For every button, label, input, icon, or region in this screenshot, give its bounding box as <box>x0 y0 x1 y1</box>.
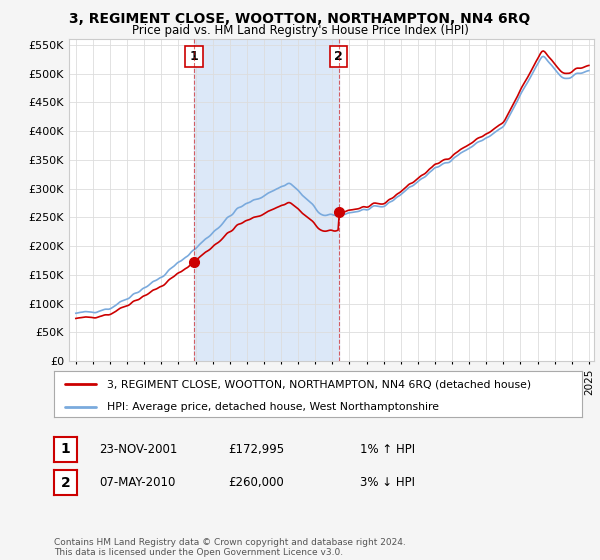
Text: Contains HM Land Registry data © Crown copyright and database right 2024.
This d: Contains HM Land Registry data © Crown c… <box>54 538 406 557</box>
Text: 23-NOV-2001: 23-NOV-2001 <box>99 442 178 456</box>
Text: 3, REGIMENT CLOSE, WOOTTON, NORTHAMPTON, NN4 6RQ: 3, REGIMENT CLOSE, WOOTTON, NORTHAMPTON,… <box>70 12 530 26</box>
Text: 2: 2 <box>334 50 343 63</box>
Text: 1: 1 <box>190 50 198 63</box>
Text: Price paid vs. HM Land Registry's House Price Index (HPI): Price paid vs. HM Land Registry's House … <box>131 24 469 36</box>
Text: 3, REGIMENT CLOSE, WOOTTON, NORTHAMPTON, NN4 6RQ (detached house): 3, REGIMENT CLOSE, WOOTTON, NORTHAMPTON,… <box>107 379 531 389</box>
Text: £260,000: £260,000 <box>228 476 284 489</box>
Text: 2: 2 <box>61 475 70 489</box>
Text: £172,995: £172,995 <box>228 442 284 456</box>
Text: 1% ↑ HPI: 1% ↑ HPI <box>360 442 415 456</box>
Bar <box>194 39 338 361</box>
Text: 07-MAY-2010: 07-MAY-2010 <box>99 476 175 489</box>
Text: 1: 1 <box>61 442 70 456</box>
Text: 3% ↓ HPI: 3% ↓ HPI <box>360 476 415 489</box>
Text: HPI: Average price, detached house, West Northamptonshire: HPI: Average price, detached house, West… <box>107 402 439 412</box>
